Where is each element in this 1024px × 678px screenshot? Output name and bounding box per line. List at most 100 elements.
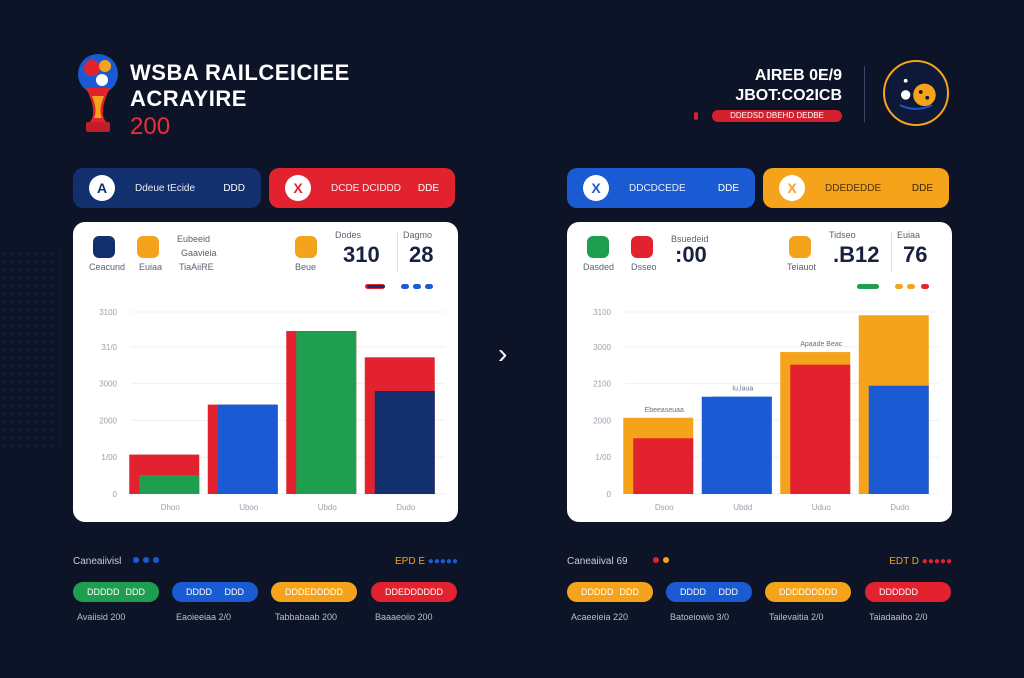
right-pill-b[interactable]: X DDEDEDDE DDE [763,168,949,208]
trophy-logo-icon [78,54,118,132]
stat-pill[interactable]: DDDD DDD [666,582,752,602]
legend-label-2: Euiaa [139,262,163,272]
bar-front[interactable] [374,390,435,494]
left-pill-b[interactable]: X DCDE DCIDDD DDE [269,168,455,208]
y-tick-label: 2100 [593,380,611,389]
stat-caption: Tabbabaab 200 [275,612,338,622]
bottom-dots [133,557,159,563]
bar-annotation: Apaade Beac [800,341,843,348]
legend-label-2: Dsseo [631,262,657,272]
stat-pill[interactable]: DDEDDD DDD [371,582,457,602]
bar-front[interactable] [711,396,772,494]
y-tick-label: 0 [607,490,612,499]
stat-caption: Taiadaaibo 2/0 [869,612,928,622]
pill-a-label: DDCDCEDE [629,182,686,194]
emblem-badge-icon[interactable] [883,60,949,126]
stat-caption: Eaoieeiaa 2/0 [176,612,232,622]
header-right-line-1: AIREB 0E/9 [754,67,842,84]
bar-front[interactable] [868,385,929,494]
stat-pill-right: DDD [423,587,444,597]
right-panel: X DDCDCEDE DDE X DDEDEDDE DDE Dasded Dss… [567,168,952,522]
mid-value: :00 [675,242,707,267]
left-pill-a[interactable]: A Ddeue tEcide DDD [73,168,261,208]
mid-caption: Bsuedeid [671,234,709,244]
stat-pill-right: DD [330,587,343,597]
pill-b-value: DDE [911,182,933,194]
legend-label-1: Ceacund [89,262,126,272]
stat-pill[interactable]: DDDDD DDD [567,582,653,602]
stat-pill-left: DDDDDD [879,587,918,597]
metric1-caption: Tidseo [829,230,856,240]
bar-front[interactable] [296,331,357,494]
bottom-label: Caneaiivisl [73,556,122,567]
stat-pill[interactable]: DDDEDDD DD [271,582,357,602]
stat-pill-left: DDDDDD [779,587,818,597]
bar-front[interactable] [139,475,200,494]
bottom-dots [653,557,669,563]
stat-pill[interactable]: DDDDDD [865,582,951,602]
x-tick-label: Ubdd [733,503,752,512]
bar-front[interactable] [217,404,278,494]
key-blue-3 [425,284,433,289]
stat-pill-left: DDDEDDD [285,587,330,597]
x-tick-label: Dudo [396,503,416,512]
header-right-line-2: JBOT:CO2ICB [735,87,842,104]
title-line-2: ACRAYIRE [130,86,247,111]
bottom-right-text: EPD E ●●●●● [395,556,458,567]
key-orange-2 [907,284,915,289]
mid-line-2: TiaAiiRE [179,262,214,272]
right-chart-card: Dasded Dsseo Bsuedeid :00 Teiauot Tidseo… [567,222,952,522]
title-line-1: WSBA RAILCEICIEE [130,60,350,85]
stat-caption: Baaaeoiio 200 [375,612,433,622]
bar-annotation: Iu,laua [732,386,753,393]
y-tick-label: 3100 [593,308,611,317]
background-dots [0,250,60,450]
bar-front[interactable] [633,438,694,494]
metric-swatch [295,236,317,258]
y-tick-label: 31/0 [101,343,117,352]
metric1-sub: Beue [295,262,317,272]
right-pill-a[interactable]: X DDCDCEDE DDE [567,168,755,208]
next-arrow-icon[interactable]: › [498,338,508,369]
mid-line-1: Gaavieia [181,248,217,258]
key-green [857,284,879,289]
y-tick-label: 3000 [99,380,117,389]
legend-swatch-1 [587,236,609,258]
stat-pill-right: DDD [224,587,245,597]
x-tick-label: Ubdo [318,503,338,512]
header-divider [864,66,865,122]
bottom-label: Caneaiival 69 [567,556,628,567]
stat-pill[interactable]: DDDD DDD [172,582,258,602]
stat-pill[interactable]: DDDDDD DDD [765,582,851,602]
left-bar-chart: 0 1/00 2000 3000 31/0 3100 Dhoo Uboo Ubdo Dudo [99,308,445,512]
stat-caption: Batoeiowio 3/0 [670,612,730,622]
legend-swatch-2 [137,236,159,258]
title-year: 200 [130,113,171,140]
stat-pill-left: DDEDDD [385,587,424,597]
pill-b-icon: X [779,175,805,201]
y-tick-label: 3000 [593,343,611,352]
stat-caption: Tailevaitia 2/0 [769,612,824,622]
left-chart-card: Ceacund Euiaa Eubeeid Gaavieia TiaAiiRE … [73,222,458,522]
y-tick-label: 2000 [593,416,611,425]
x-tick-label: Uboo [239,503,259,512]
stat-pill[interactable]: DDDDD DDD [73,582,159,602]
pill-a-value: DDD [223,182,245,194]
pill-b-icon: X [285,175,311,201]
stat-caption: Acaeeieia 220 [571,612,629,622]
left-panel: A Ddeue tEcide DDD X DCDE DCIDDD DDE Cea… [73,168,458,522]
metric-swatch [789,236,811,258]
stat-pill-right: DDD [718,587,739,597]
legend-swatch-2 [631,236,653,258]
bar-front[interactable] [790,364,851,494]
metric-separator [397,232,398,272]
x-tick-label: Dudo [890,503,910,512]
stat-pill-left: DDDD [680,587,706,597]
pill-a-icon: A [89,175,115,201]
y-tick-label: 0 [113,490,118,499]
pill-a-label: Ddeue tEcide [135,182,196,194]
header-right-text: AIREB 0E/9 JBOT:CO2ICB [642,66,842,106]
metric2-caption: Euiaa [897,230,921,240]
legend-label-1: Dasded [583,262,615,272]
right-bar-chart: 0 1/00 2000 2100 3000 3100 Dsoo Ubdd Uduo Dudo Ebe… [593,308,939,512]
